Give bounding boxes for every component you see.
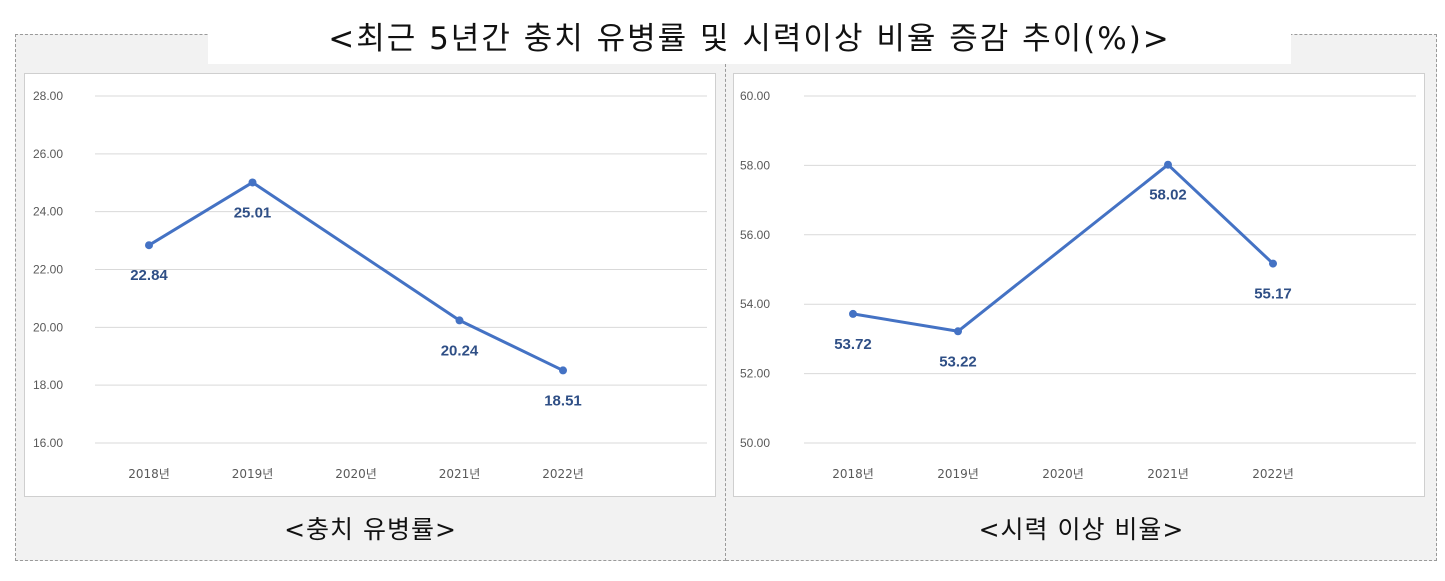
x-tick-label: 2022년 xyxy=(542,467,584,481)
data-point xyxy=(455,316,464,325)
y-tick-label: 16.00 xyxy=(33,436,63,450)
data-label: 53.22 xyxy=(939,353,977,370)
data-point xyxy=(954,327,962,336)
data-label: 58.02 xyxy=(1149,187,1187,204)
x-tick-label: 2018년 xyxy=(128,467,170,481)
y-tick-label: 52.00 xyxy=(740,367,770,381)
y-tick-label: 58.00 xyxy=(740,158,770,172)
y-tick-label: 60.00 xyxy=(740,89,770,103)
data-label: 20.24 xyxy=(441,342,479,359)
x-tick-label: 2021년 xyxy=(1147,467,1189,481)
y-tick-label: 50.00 xyxy=(740,436,770,450)
y-tick-label: 54.00 xyxy=(740,297,770,311)
vision-abnormal-caption: <시력 이상 비율> xyxy=(978,515,1185,544)
y-tick-label: 56.00 xyxy=(740,228,770,242)
x-tick-label: 2021년 xyxy=(439,467,481,481)
data-label: 55.17 xyxy=(1254,286,1292,303)
y-tick-label: 26.00 xyxy=(33,147,63,161)
data-point xyxy=(849,309,857,318)
data-label: 53.72 xyxy=(834,336,872,353)
y-tick-label: 20.00 xyxy=(33,320,63,334)
series-line xyxy=(147,180,565,372)
x-tick-label: 2019년 xyxy=(937,467,979,481)
data-point xyxy=(145,241,153,250)
vision-abnormal-chart-svg: 50.00 52.00 54.00 56.00 58.00 60.00 2018년 2019년… xyxy=(740,89,1416,481)
series-line xyxy=(851,163,1275,333)
data-label: 18.51 xyxy=(544,392,582,409)
x-tick-label: 2020년 xyxy=(335,467,377,481)
data-point xyxy=(248,178,257,187)
cavity-rate-chart-svg: 16.00 18.00 20.00 22.00 24.00 26.00 28.00 2018년… xyxy=(33,89,707,481)
data-label: 22.84 xyxy=(130,267,168,284)
cavity-rate-chart: 16.00 18.00 20.00 22.00 24.00 26.00 28.00 2018년… xyxy=(24,73,716,497)
data-point xyxy=(1164,160,1172,169)
y-tick-label: 28.00 xyxy=(33,89,63,103)
x-tick-label: 2022년 xyxy=(1252,467,1294,481)
y-tick-label: 22.00 xyxy=(33,263,63,277)
vision-abnormal-chart: 50.00 52.00 54.00 56.00 58.00 60.00 2018년 2019년… xyxy=(733,73,1425,497)
y-tick-label: 18.00 xyxy=(33,378,63,392)
x-tick-label: 2018년 xyxy=(832,467,874,481)
data-label: 25.01 xyxy=(234,204,272,221)
data-point xyxy=(559,366,567,375)
cavity-rate-caption: <충치 유병률> xyxy=(284,515,457,544)
page-title: <최근 5년간 충치 유병률 및 시력이상 비율 증감 추이(%)> xyxy=(208,14,1291,64)
x-tick-label: 2020년 xyxy=(1042,467,1084,481)
y-tick-label: 24.00 xyxy=(33,205,63,219)
x-tick-label: 2019년 xyxy=(232,467,274,481)
data-point xyxy=(1269,259,1277,268)
